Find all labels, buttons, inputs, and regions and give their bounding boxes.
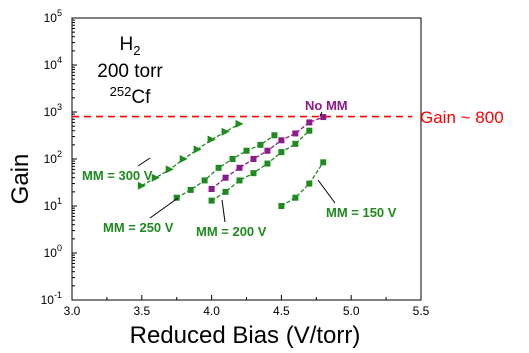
data-point bbox=[306, 127, 313, 134]
series-4 bbox=[278, 159, 327, 209]
x-tick-label: 3.5 bbox=[133, 304, 150, 318]
reference-line-label: Gain ~ 800 bbox=[420, 108, 504, 127]
data-point bbox=[320, 159, 327, 166]
data-point bbox=[165, 165, 174, 174]
x-tick-label: 3.0 bbox=[64, 304, 81, 318]
data-point bbox=[222, 188, 229, 195]
series-label-no-mm: No MM bbox=[305, 98, 348, 113]
y-axis-title: Gain bbox=[7, 154, 34, 205]
x-tick-label: 4.5 bbox=[273, 304, 290, 318]
gas-label: H2 bbox=[120, 34, 141, 58]
data-point bbox=[187, 186, 194, 193]
data-point bbox=[236, 177, 243, 184]
data-point bbox=[264, 147, 271, 154]
data-point bbox=[250, 156, 257, 162]
data-point bbox=[292, 130, 299, 137]
series-1 bbox=[173, 132, 278, 201]
data-point bbox=[208, 197, 215, 204]
data-point bbox=[173, 194, 180, 201]
series-label-mm-300: MM = 300 V bbox=[82, 168, 153, 183]
data-point bbox=[320, 114, 327, 121]
series-label-mm-150: MM = 150 V bbox=[326, 205, 397, 220]
data-point bbox=[278, 203, 285, 209]
data-point bbox=[193, 145, 202, 154]
y-tick-label: 102 bbox=[44, 149, 62, 166]
data-point bbox=[306, 180, 313, 187]
data-point bbox=[292, 140, 299, 147]
series-line bbox=[281, 161, 324, 207]
data-point bbox=[236, 164, 243, 171]
data-point bbox=[243, 147, 250, 154]
x-axis: 3.0 3.5 4.0 4.5 5.0 5.5 bbox=[64, 295, 430, 318]
data-point bbox=[221, 127, 230, 136]
data-point bbox=[257, 141, 264, 148]
data-point bbox=[229, 156, 236, 162]
x-tick-label: 5.5 bbox=[413, 304, 430, 318]
series-2 bbox=[208, 127, 313, 204]
data-point bbox=[137, 181, 146, 190]
x-axis-title: Reduced Bias (V/torr) bbox=[130, 322, 361, 349]
series-group bbox=[137, 114, 327, 209]
series-label-mm-200: MM = 200 V bbox=[196, 224, 267, 239]
data-point bbox=[235, 119, 244, 128]
data-point bbox=[179, 155, 188, 163]
data-point bbox=[271, 132, 278, 139]
y-axis: 10-1 100 101 102 103 104 105 bbox=[41, 8, 77, 307]
data-point bbox=[215, 164, 222, 171]
data-point bbox=[207, 135, 216, 144]
gas-subscript: 2 bbox=[133, 43, 140, 58]
leader-mm-250 bbox=[149, 197, 179, 219]
y-tick-label: 105 bbox=[44, 8, 62, 25]
y-tick-label: 10-1 bbox=[41, 290, 62, 307]
data-point bbox=[306, 119, 313, 126]
leader-mm-300 bbox=[137, 157, 151, 167]
x-tick-label: 4.0 bbox=[203, 304, 220, 318]
source-superscript: 252 bbox=[110, 84, 132, 99]
series-label-mm-250: MM = 250 V bbox=[103, 220, 174, 235]
pressure-label: 200 torr bbox=[97, 61, 163, 82]
source-label: 252Cf bbox=[110, 84, 151, 108]
data-point bbox=[208, 185, 215, 192]
data-point bbox=[264, 160, 271, 167]
data-point bbox=[278, 137, 285, 144]
x-tick-label: 5.0 bbox=[343, 304, 360, 318]
data-point bbox=[278, 149, 285, 156]
data-point bbox=[151, 173, 160, 182]
series-3 bbox=[208, 114, 327, 192]
y-tick-label: 100 bbox=[44, 243, 62, 260]
data-point bbox=[222, 174, 229, 181]
leader-mm-200 bbox=[221, 199, 226, 223]
data-point bbox=[201, 177, 208, 184]
y-tick-label: 101 bbox=[44, 196, 62, 213]
data-point bbox=[292, 194, 299, 201]
y-tick-label: 103 bbox=[44, 102, 62, 119]
leader-no-mm bbox=[319, 111, 323, 117]
data-point bbox=[250, 170, 257, 177]
series-0 bbox=[137, 119, 244, 190]
y-tick-label: 104 bbox=[44, 55, 62, 72]
leader-mm-150 bbox=[317, 179, 336, 204]
